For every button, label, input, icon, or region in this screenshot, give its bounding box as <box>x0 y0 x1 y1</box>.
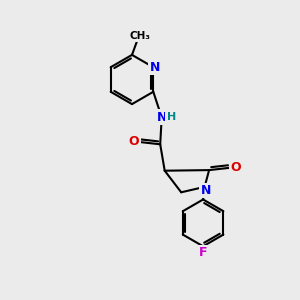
Text: N: N <box>201 184 211 197</box>
Text: CH₃: CH₃ <box>130 31 151 41</box>
Text: N: N <box>150 61 160 74</box>
Text: H: H <box>167 112 176 122</box>
Text: O: O <box>230 161 241 174</box>
Text: F: F <box>199 246 207 260</box>
Text: N: N <box>157 111 167 124</box>
Text: O: O <box>129 135 140 148</box>
